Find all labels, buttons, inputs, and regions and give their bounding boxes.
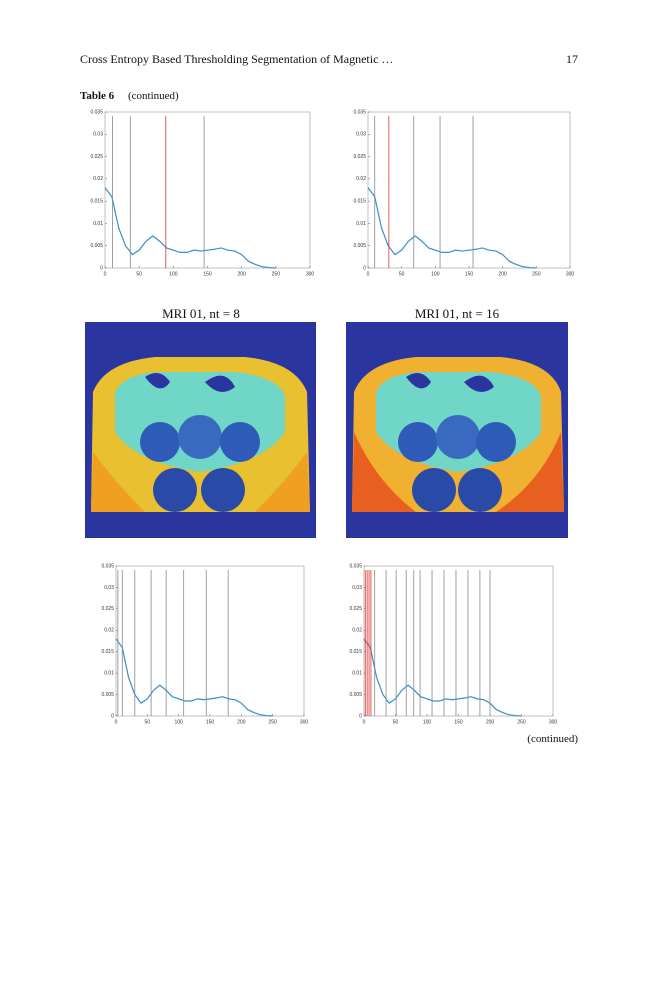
x-tick-label: 200 (498, 271, 507, 277)
plot-frame (367, 111, 571, 269)
y-tick-label: 0.025 (101, 606, 114, 612)
x-tick-label: 100 (431, 271, 440, 277)
y-tick-label: 0.035 (353, 109, 366, 115)
y-tick-label: 0 (363, 265, 366, 271)
table-label: Table 6 (80, 90, 115, 102)
image-caption: MRI 01, nt = 16 (415, 306, 500, 321)
x-tick-label: 150 (465, 271, 474, 277)
histogram-line (363, 638, 522, 717)
y-tick-label: 0.01 (104, 670, 114, 676)
x-tick-label: 300 (549, 719, 558, 725)
x-tick-label: 250 (268, 719, 277, 725)
running-title: Cross Entropy Based Thresholding Segment… (80, 52, 393, 66)
page-number: 17 (566, 52, 578, 66)
plot-frame (104, 111, 311, 269)
y-tick-label: 0.01 (93, 221, 103, 227)
histogram-line (104, 187, 276, 269)
image-caption: MRI 01, nt = 8 (162, 306, 240, 321)
x-tick-label: 0 (115, 719, 118, 725)
histogram-line (367, 187, 537, 269)
plot-frame (363, 565, 554, 717)
y-tick-label: 0.03 (93, 132, 103, 138)
x-tick-label: 100 (423, 719, 432, 725)
x-tick-label: 200 (237, 719, 246, 725)
x-tick-label: 0 (104, 271, 107, 277)
x-tick-label: 100 (174, 719, 183, 725)
x-tick-label: 50 (393, 719, 399, 725)
footer-note: (continued) (527, 733, 578, 745)
x-tick-label: 250 (532, 271, 541, 277)
y-tick-label: 0.03 (356, 132, 366, 138)
mri-image (85, 322, 316, 538)
y-tick-label: 0.02 (93, 176, 103, 182)
y-tick-label: 0.025 (349, 606, 362, 612)
y-tick-label: 0.015 (353, 198, 366, 204)
x-tick-label: 150 (203, 271, 212, 277)
y-tick-label: 0.015 (101, 649, 114, 655)
y-tick-label: 0.03 (352, 585, 362, 591)
y-tick-label: 0 (111, 713, 114, 719)
y-tick-label: 0.005 (349, 692, 362, 698)
y-tick-label: 0 (359, 713, 362, 719)
x-tick-label: 0 (363, 719, 366, 725)
plot-frame (115, 565, 305, 717)
x-tick-label: 50 (145, 719, 151, 725)
y-tick-label: 0.005 (101, 692, 114, 698)
x-tick-label: 250 (272, 271, 281, 277)
x-tick-label: 300 (300, 719, 309, 725)
y-tick-label: 0.01 (352, 670, 362, 676)
y-tick-label: 0.02 (352, 628, 362, 634)
y-tick-label: 0 (100, 265, 103, 271)
y-tick-label: 0.01 (356, 221, 366, 227)
x-tick-label: 200 (486, 719, 495, 725)
x-tick-label: 300 (306, 271, 315, 277)
x-tick-label: 150 (206, 719, 215, 725)
x-tick-label: 200 (237, 271, 246, 277)
x-tick-label: 0 (367, 271, 370, 277)
y-tick-label: 0.035 (90, 109, 103, 115)
y-tick-label: 0.02 (104, 628, 114, 634)
x-tick-label: 300 (566, 271, 575, 277)
y-tick-label: 0.015 (90, 198, 103, 204)
y-tick-label: 0.005 (353, 243, 366, 249)
x-tick-label: 50 (399, 271, 405, 277)
x-tick-label: 150 (454, 719, 463, 725)
histogram-line (115, 638, 273, 717)
mri-image (346, 322, 568, 538)
y-tick-label: 0.03 (104, 585, 114, 591)
x-tick-label: 50 (136, 271, 142, 277)
table-caption: (continued) (128, 90, 179, 102)
y-tick-label: 0.025 (90, 154, 103, 160)
y-tick-label: 0.025 (353, 154, 366, 160)
y-tick-label: 0.035 (349, 563, 362, 569)
x-tick-label: 250 (517, 719, 526, 725)
y-tick-label: 0.005 (90, 243, 103, 249)
y-tick-label: 0.035 (101, 563, 114, 569)
x-tick-label: 100 (169, 271, 178, 277)
y-tick-label: 0.015 (349, 649, 362, 655)
y-tick-label: 0.02 (356, 176, 366, 182)
